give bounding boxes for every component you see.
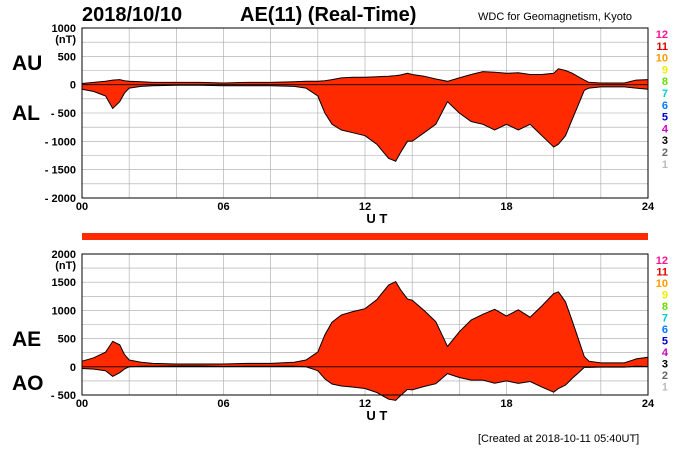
au-al-x-tick-label: 18 [500,201,512,213]
ae-ao-level-label: 1 [662,382,668,394]
ae-ao-y-tick-label: 2000 [52,249,76,261]
ae-ao-level-label: 4 [662,347,669,359]
data-source: WDC for Geomagnetism, Kyoto [478,11,633,23]
ae-ao-level-label: 12 [656,255,668,267]
ae-ao-x-tick-label: 06 [217,398,229,410]
ae-label: AE [12,328,42,351]
au-al-y-tick-label: - 1500 [45,165,76,177]
ae-ao-x-tick-label: 24 [642,398,655,410]
ae-ao-level-label: 7 [662,313,668,325]
au-al-y-tick-label: 0 [70,80,76,92]
au-al-x-tick-label: 06 [217,201,229,213]
data-coverage-bar [82,233,648,240]
au-al-level-label: 4 [662,123,669,135]
ae-ao-level-label: 3 [662,359,668,371]
au-al-level-label: 10 [656,53,668,65]
au-al-y-tick-label: - 1000 [45,136,76,148]
au-al-x-tick-label: 24 [642,201,655,213]
au-al-level-label: 11 [656,41,668,53]
ao-label: AO [12,372,44,395]
au-al-level-label: 7 [662,88,668,100]
ae-ao-y-unit-label: (nT) [55,260,76,272]
chart-title: AE(11) (Real-Time) [240,4,417,26]
au-al-y-tick-label: - 2000 [45,193,76,205]
ae-series-line [81,280,649,365]
au-al-x-axis-label: U T [366,211,387,226]
ae-ao-level-label: 6 [662,324,668,336]
au-al-x-tick-label: 12 [359,201,371,213]
au-al-y-unit-label: (nT) [55,34,76,46]
al-label: AL [12,102,40,125]
ae-ao-level-label: 2 [662,370,668,382]
ae-ao-filled-area [82,281,648,401]
ae-ao-y-tick-label: 1000 [52,305,76,317]
ao-series-line [81,365,649,401]
au-series-line [81,68,649,84]
au-al-level-label: 9 [662,64,668,76]
au-al-y-tick-label: - 500 [51,108,76,120]
ae-ao-y-tick-label: 0 [70,362,76,374]
ae-ao-level-label: 8 [662,301,668,313]
au-label: AU [12,52,43,75]
au-al-level-label: 2 [662,147,668,159]
au-al-filled-area [82,68,648,162]
ae-ao-level-label: 11 [656,267,668,279]
ae-ao-x-tick-label: 00 [76,398,88,410]
au-al-level-label: 3 [662,135,668,147]
au-al-level-label: 8 [662,76,668,88]
ae-ao-plot-frame [81,253,649,396]
au-al-level-label: 6 [662,100,668,112]
au-al-level-label: 5 [662,112,668,124]
ae-ao-x-tick-label: 12 [359,398,371,410]
ae-ao-y-tick-label: - 500 [51,390,76,402]
au-al-level-label: 12 [656,29,668,41]
ae-ao-x-tick-label: 18 [500,398,512,410]
au-al-y-tick-label: 1000 [52,23,76,35]
ae-ao-level-label: 9 [662,290,668,302]
au-al-x-tick-label: 00 [76,201,88,213]
al-series-line [81,84,649,162]
created-timestamp: [Created at 2018-10-11 05:40UT] [478,433,640,445]
au-al-level-label: 1 [662,159,668,171]
au-al-plot-frame [81,27,649,199]
ae-ao-level-label: 10 [656,278,668,290]
ae-ao-x-axis-label: U T [366,408,387,423]
ae-ao-y-tick-label: 1500 [52,277,76,289]
ae-ao-y-tick-label: 500 [58,334,76,346]
chart-date: 2018/10/10 [82,4,183,26]
ae-ao-level-label: 5 [662,336,668,348]
au-al-y-tick-label: 500 [58,51,76,63]
